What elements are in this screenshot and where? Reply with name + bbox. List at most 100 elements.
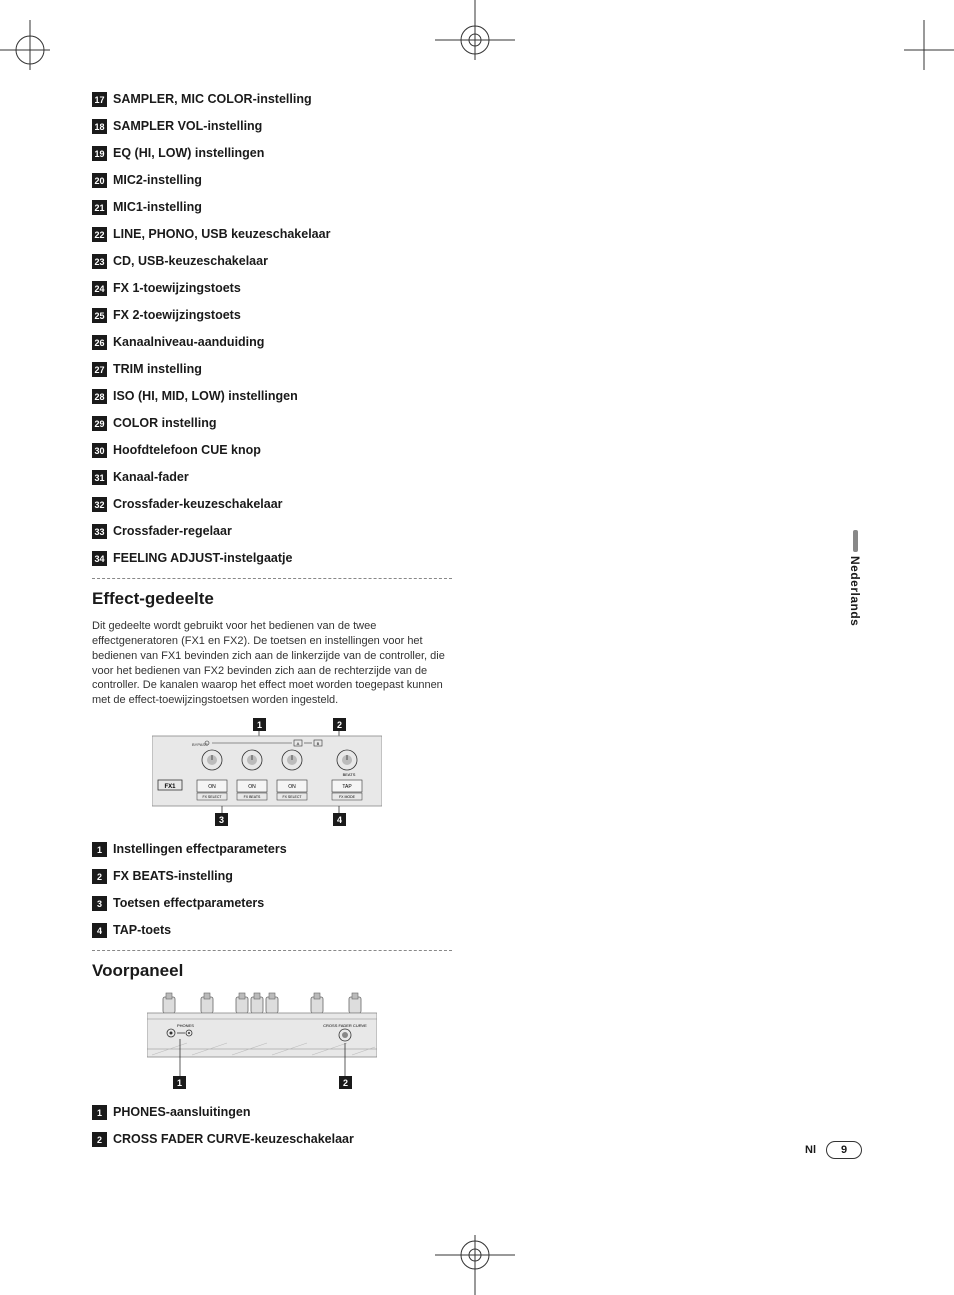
svg-text:2: 2	[337, 720, 342, 730]
item-number-box: 22	[92, 227, 107, 242]
list-item: 32 Crossfader-keuzeschakelaar	[92, 497, 452, 512]
item-number-box: 2	[92, 869, 107, 884]
section-divider	[92, 950, 452, 951]
effect-section-title: Effect-gedeelte	[92, 589, 452, 609]
item-label: PHONES-aansluitingen	[113, 1105, 251, 1120]
item-number-box: 21	[92, 200, 107, 215]
svg-text:1: 1	[257, 720, 262, 730]
list-item: 30Hoofdtelefoon CUE knop	[92, 443, 452, 458]
svg-text:FX BEATS: FX BEATS	[244, 795, 261, 799]
list-item: 22 LINE, PHONO, USB keuzeschakelaar	[92, 227, 452, 242]
item-number-box: 18	[92, 119, 107, 134]
item-label: TRIM instelling	[113, 362, 202, 377]
item-number-box: 1	[92, 1105, 107, 1120]
list-item: 34FEELING ADJUST-instelgaatje	[92, 551, 452, 566]
svg-text:FX1: FX1	[164, 784, 176, 790]
item-number-box: 26	[92, 335, 107, 350]
item-label: TAP-toets	[113, 923, 171, 938]
page-content: 17 SAMPLER, MIC COLOR-instelling 18 SAMPLER…	[92, 92, 862, 1159]
svg-text:FX MODE: FX MODE	[339, 795, 356, 799]
list-item: 3Toetsen effectparameters	[92, 896, 452, 911]
effect-item-list: 1 Instellingen effectparameters 2 FX BEATS-…	[92, 842, 452, 938]
svg-text:2: 2	[343, 1078, 348, 1088]
side-tab-label: Nederlands	[848, 556, 862, 626]
list-item: 4 TAP-toets	[92, 923, 452, 938]
section-divider	[92, 578, 452, 579]
effect-diagram: 1 2 BYPASS A B FX1 BEATS ONFX SELECTONFX…	[152, 718, 382, 828]
item-number-box: 19	[92, 146, 107, 161]
list-item: 1 Instellingen effectparameters	[92, 842, 452, 857]
crop-mark-tc	[435, 0, 515, 60]
item-label: FX 1-toewijzingstoets	[113, 281, 241, 296]
item-label: Crossfader-regelaar	[113, 524, 232, 539]
item-number-box: 4	[92, 923, 107, 938]
list-item: 19 EQ (HI, LOW) instellingen	[92, 146, 452, 161]
front-section-title: Voorpaneel	[92, 961, 452, 981]
item-number-box: 20	[92, 173, 107, 188]
item-number-box: 2	[92, 1132, 107, 1147]
list-item: 24FX 1-toewijzingstoets	[92, 281, 452, 296]
svg-text:B: B	[317, 741, 320, 746]
list-item: 17 SAMPLER, MIC COLOR-instelling	[92, 92, 452, 107]
item-label: CROSS FADER CURVE-keuzeschakelaar	[113, 1132, 354, 1147]
item-number-box: 28	[92, 389, 107, 404]
list-item: 33Crossfader-regelaar	[92, 524, 452, 539]
item-label: LINE, PHONO, USB keuzeschakelaar	[113, 227, 330, 242]
list-item: 26 Kanaalniveau-aanduiding	[92, 335, 452, 350]
item-label: FX BEATS-instelling	[113, 869, 233, 884]
side-language-tab: Nederlands	[848, 530, 862, 626]
item-label: Hoofdtelefoon CUE knop	[113, 443, 261, 458]
item-label: MIC1-instelling	[113, 200, 202, 215]
footer-lang: Nl	[805, 1144, 816, 1156]
item-label: FEELING ADJUST-instelgaatje	[113, 551, 292, 566]
svg-text:ON: ON	[248, 784, 256, 790]
list-item: 23 CD, USB-keuzeschakelaar	[92, 254, 452, 269]
svg-text:FX SELECT: FX SELECT	[202, 795, 222, 799]
item-number-box: 32	[92, 497, 107, 512]
crop-mark-tr	[884, 20, 954, 80]
item-label: EQ (HI, LOW) instellingen	[113, 146, 264, 161]
item-number-box: 1	[92, 842, 107, 857]
item-label: SAMPLER, MIC COLOR-instelling	[113, 92, 312, 107]
item-number-box: 27	[92, 362, 107, 377]
list-item: 28ISO (HI, MID, LOW) instellingen	[92, 389, 452, 404]
list-item: 1 PHONES-aansluitingen	[92, 1105, 452, 1120]
item-label: MIC2-instelling	[113, 173, 202, 188]
front-panel-diagram: PHONES CROSS FADER CURVE 1 2	[147, 991, 377, 1091]
crop-mark-tl	[0, 20, 70, 80]
svg-text:1: 1	[177, 1078, 182, 1088]
item-label: CD, USB-keuzeschakelaar	[113, 254, 268, 269]
side-tab-bar	[853, 530, 858, 552]
svg-text:4: 4	[337, 815, 342, 825]
item-number-box: 25	[92, 308, 107, 323]
item-label: Crossfader-keuzeschakelaar	[113, 497, 283, 512]
left-column: 17 SAMPLER, MIC COLOR-instelling 18 SAMPLER…	[92, 92, 452, 1147]
item-number-box: 29	[92, 416, 107, 431]
item-label: Kanaalniveau-aanduiding	[113, 335, 264, 350]
item-label: SAMPLER VOL-instelling	[113, 119, 262, 134]
list-item: 31Kanaal-fader	[92, 470, 452, 485]
svg-text:BEATS: BEATS	[343, 772, 356, 777]
list-item: 2 FX BEATS-instelling	[92, 869, 452, 884]
numbered-list-main: 17 SAMPLER, MIC COLOR-instelling 18 SAMPLER…	[92, 92, 452, 566]
footer-page-number: 9	[826, 1141, 862, 1159]
svg-text:TAP: TAP	[342, 784, 352, 790]
item-label: Toetsen effectparameters	[113, 896, 264, 911]
item-label: FX 2-toewijzingstoets	[113, 308, 241, 323]
front-item-list: 1 PHONES-aansluitingen 2 CROSS FADER CURVE-…	[92, 1105, 452, 1147]
list-item: 2 CROSS FADER CURVE-keuzeschakelaar	[92, 1132, 452, 1147]
effect-section-body: Dit gedeelte wordt gebruikt voor het bed…	[92, 619, 447, 708]
list-item: 29 COLOR instelling	[92, 416, 452, 431]
item-number-box: 17	[92, 92, 107, 107]
svg-text:ON: ON	[208, 784, 216, 790]
page-footer: Nl 9	[805, 1141, 862, 1159]
list-item: 27 TRIM instelling	[92, 362, 452, 377]
svg-text:3: 3	[219, 815, 224, 825]
item-number-box: 31	[92, 470, 107, 485]
item-number-box: 23	[92, 254, 107, 269]
svg-text:CROSS FADER CURVE: CROSS FADER CURVE	[323, 1023, 367, 1028]
svg-text:FX SELECT: FX SELECT	[282, 795, 302, 799]
list-item: 25 FX 2-toewijzingstoets	[92, 308, 452, 323]
item-label: Instellingen effectparameters	[113, 842, 287, 857]
item-label: COLOR instelling	[113, 416, 216, 431]
